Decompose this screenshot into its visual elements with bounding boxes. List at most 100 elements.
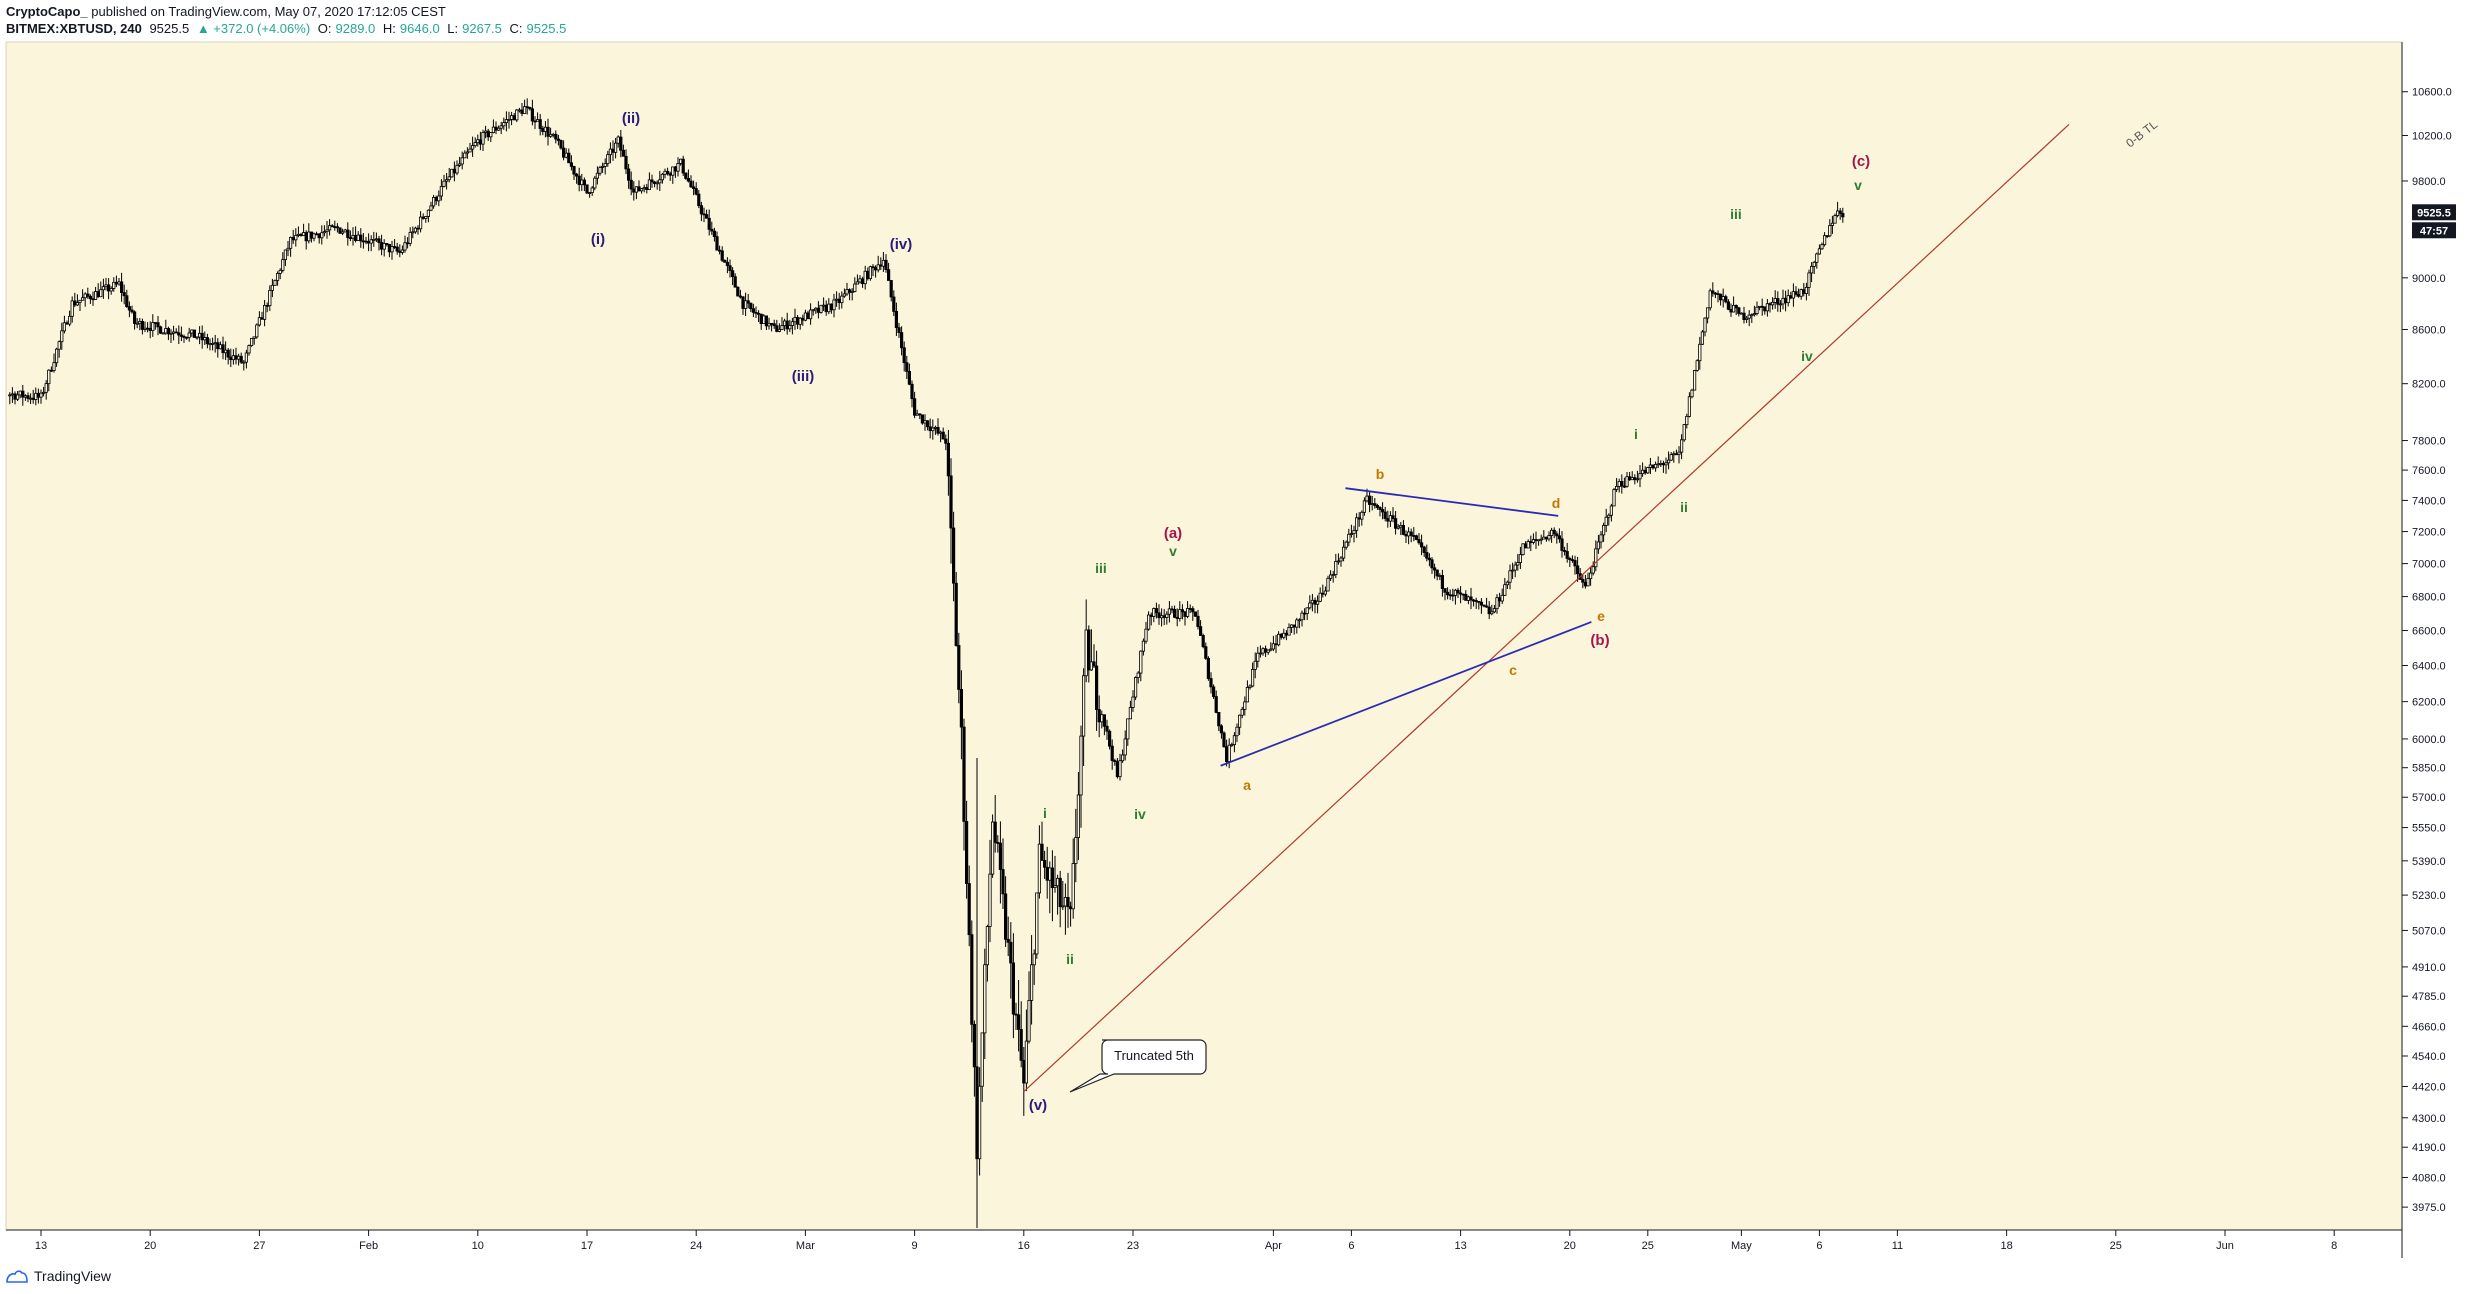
candle-body [481, 132, 485, 145]
author-name[interactable]: CryptoCapo_ [6, 4, 88, 19]
candle-body [405, 242, 410, 245]
low-label: L: [447, 21, 459, 36]
candle-body [1573, 560, 1577, 567]
candle-body [1659, 463, 1663, 465]
candle-body [957, 645, 961, 690]
wave-label: c [1509, 662, 1517, 678]
candle-body [1178, 609, 1182, 619]
candle-body [840, 295, 844, 304]
candle-body [1420, 542, 1424, 548]
candle-body [554, 133, 558, 140]
candle-body [736, 286, 740, 297]
candle-body [68, 315, 72, 325]
price-tick-label: 9000.0 [2412, 273, 2446, 285]
candle-body [364, 240, 368, 243]
candle-body [247, 345, 251, 354]
time-tick-label: 13 [35, 1240, 47, 1252]
candle-body [1763, 306, 1767, 312]
tradingview-logo-icon[interactable] [6, 1269, 28, 1283]
time-axis[interactable]: 13 20 27 Feb 10 17 24 Mar 9 16 23 Apr 6 13 20 25 May 6 11 1… [35, 1230, 2337, 1252]
candle-body [143, 327, 147, 330]
candle-body [1399, 524, 1403, 528]
candle-body [1264, 648, 1268, 653]
candle-body [694, 188, 698, 195]
candle-body [1838, 210, 1842, 214]
candle-body [588, 192, 592, 194]
candle-body [632, 188, 636, 193]
price-tick-label: 5850.0 [2412, 763, 2446, 775]
candle-body [1706, 307, 1710, 319]
price-axis[interactable]: 10600.0 10200.0 9800.0 9000.0 8600.0 8200.0 78… [2402, 87, 2452, 1214]
callout-text: Truncated 5th [1114, 1048, 1194, 1063]
candlestick-series [8, 98, 1845, 1228]
candle-body [666, 170, 670, 175]
candle-body [1388, 515, 1392, 522]
candle-body [720, 250, 724, 261]
candle-body [1570, 559, 1574, 562]
candle-body [983, 964, 987, 1034]
candle-body [255, 324, 259, 338]
candle-body [1602, 524, 1606, 536]
candle-body [1417, 539, 1421, 544]
candle-body [790, 321, 795, 326]
candle-body [1430, 559, 1434, 569]
wave-label: a [1243, 777, 1251, 793]
candle-body [1175, 616, 1179, 619]
candle-body [946, 442, 951, 477]
candle-body [1464, 594, 1468, 601]
candle-body [249, 337, 254, 346]
symbol-label[interactable]: BITMEX:XBTUSD, 240 [6, 21, 142, 36]
candle-body [166, 328, 170, 335]
candle-body [278, 269, 282, 274]
candle-body [70, 300, 74, 317]
candle-body [1609, 505, 1613, 516]
wave-label: v [1169, 543, 1177, 559]
candle-body [1014, 1013, 1018, 1016]
candle-body [1446, 591, 1450, 596]
candle-body [1352, 529, 1356, 534]
candle-body [429, 205, 433, 211]
countdown-badge [2412, 222, 2456, 239]
candle-body [299, 233, 303, 236]
candle-body [1160, 615, 1164, 619]
candle-body [1136, 672, 1140, 678]
candle-body [611, 148, 615, 153]
high-value: 9646.0 [399, 21, 440, 36]
wave-label: v [1854, 177, 1862, 193]
candle-body [744, 300, 748, 309]
candle-body [863, 270, 867, 285]
candle-body [1581, 579, 1585, 583]
candle-body [1123, 738, 1127, 756]
candle-body [408, 231, 412, 244]
candle-body [861, 278, 865, 285]
candle-body [988, 873, 992, 927]
candle-body [1180, 609, 1184, 613]
time-tick-label: 25 [2110, 1240, 2122, 1252]
candle-body [28, 397, 33, 400]
candle-body [1134, 677, 1138, 698]
candle-body [1347, 533, 1351, 543]
time-tick-label: Jun [2216, 1240, 2234, 1252]
candle-body [858, 278, 862, 283]
candle-body [1414, 535, 1418, 540]
price-tick-label: 4540.0 [2412, 1051, 2446, 1063]
candle-body [398, 250, 402, 253]
candle-body [1040, 843, 1044, 861]
candle-body [762, 315, 766, 325]
candle-body [205, 337, 209, 345]
price-tick-label: 10200.0 [2412, 130, 2452, 142]
candle-body [897, 327, 901, 334]
candle-body [920, 414, 925, 424]
candle-body [104, 284, 108, 288]
candle-body [1188, 608, 1192, 610]
candle-body [125, 295, 129, 308]
time-tick-label: 6 [1816, 1240, 1822, 1252]
candle-body [1412, 535, 1416, 537]
candle-body [1089, 661, 1093, 671]
candle-body [913, 398, 917, 416]
footer-brand[interactable]: TradingView [34, 1268, 112, 1284]
countdown-badge-text: 47:57 [2420, 225, 2448, 237]
candle-body [65, 322, 69, 325]
candle-body [1490, 611, 1494, 615]
